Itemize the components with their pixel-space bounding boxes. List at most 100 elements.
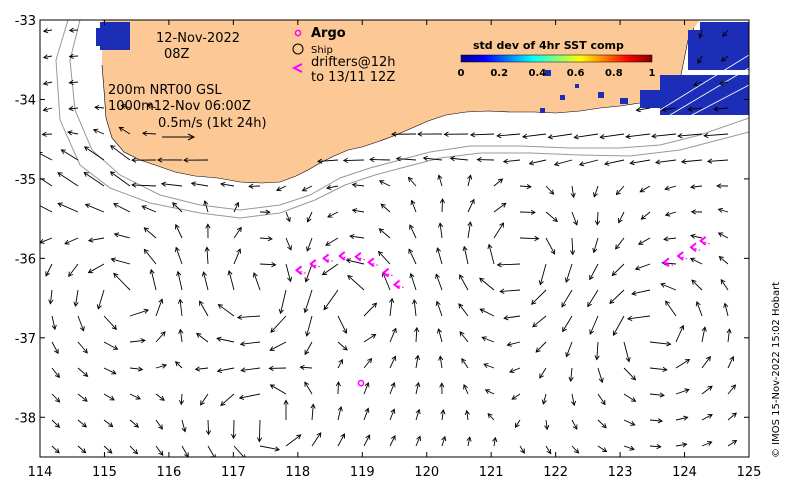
current-arrowhead (496, 262, 502, 268)
current-arrowhead (31, 201, 36, 205)
current-arrowhead (561, 302, 567, 308)
current-arrow (493, 222, 504, 239)
current-arrowhead (530, 209, 536, 215)
current-arrowhead (131, 157, 137, 163)
current-arrow (203, 271, 209, 291)
current-arrowhead (467, 174, 473, 180)
current-arrow (722, 29, 729, 37)
current-arrowhead (552, 217, 558, 223)
current-arrow (352, 209, 365, 213)
current-arrowhead (109, 171, 116, 177)
current-arrow (132, 184, 157, 187)
current-arrow (497, 133, 521, 137)
drifter-tail (700, 240, 710, 245)
current-arrow (155, 393, 165, 401)
current-arrowhead (109, 145, 116, 151)
current-arrowhead (64, 239, 70, 245)
current-arrowhead (572, 424, 578, 430)
current-arrow (441, 436, 446, 447)
current-arrow (220, 393, 235, 406)
current-arrow (485, 389, 495, 395)
current-arrowhead (722, 31, 728, 37)
drifter-tail (383, 272, 393, 277)
current-arrowhead (684, 388, 690, 394)
current-arrow (172, 202, 183, 213)
current-arrow (554, 159, 573, 166)
current-arrowhead (631, 290, 637, 296)
current-arrowhead (436, 328, 443, 334)
current-arrowhead (408, 248, 414, 254)
current-arrow (352, 184, 365, 187)
current-arrow (439, 356, 443, 369)
current-arrowhead (377, 250, 384, 257)
current-arrow (155, 331, 166, 343)
current-arrow (719, 81, 729, 85)
current-arrowhead (203, 200, 209, 206)
current-arrow (363, 358, 372, 369)
current-arrow (337, 315, 347, 334)
current-arrow (545, 185, 554, 195)
current-arrowhead (611, 270, 617, 277)
current-arrow (589, 263, 599, 280)
current-arrow (302, 185, 313, 192)
current-arrow (493, 178, 503, 187)
current-arrowhead (234, 201, 240, 208)
current-arrowhead (528, 160, 535, 166)
current-arrow (561, 289, 573, 308)
current-arrow (596, 211, 599, 225)
current-arrow (701, 441, 712, 447)
current-arrow (49, 289, 53, 304)
current-arrow (77, 367, 88, 377)
current-arrow (413, 299, 417, 317)
current-arrowhead (252, 272, 258, 278)
current-arrowhead (92, 128, 99, 134)
current-arrow (504, 315, 521, 319)
current-arrowhead (45, 271, 51, 277)
current-arrow (347, 275, 365, 291)
current-arrowhead (158, 424, 163, 430)
current-arrowhead (158, 298, 164, 304)
current-arrowhead (541, 399, 547, 405)
current-arrowhead (615, 244, 620, 250)
current-arrowhead (199, 300, 204, 306)
current-arrow (616, 185, 625, 195)
current-arrowhead (438, 355, 444, 361)
current-arrow (438, 175, 443, 187)
current-arrowhead (662, 366, 668, 372)
current-arrow (143, 249, 157, 265)
current-arrow (40, 205, 53, 213)
current-arrowhead (296, 434, 302, 440)
current-arrowhead (110, 257, 116, 263)
current-arrowhead (458, 303, 464, 309)
current-arrowhead (464, 409, 470, 416)
x-axis-ticks: 114 115 116 117 118 119 120 121 122 123 124 125 (28, 20, 761, 480)
current-arrowhead (562, 326, 567, 333)
current-arrowhead (565, 351, 571, 358)
current-arrowhead (200, 400, 205, 406)
drifter-tracks (294, 236, 710, 290)
colorbar (460, 54, 653, 63)
current-arrow (269, 341, 287, 351)
current-arrow (571, 211, 578, 226)
current-arrowhead (342, 345, 348, 351)
current-arrowhead (48, 299, 54, 305)
current-arrowhead (706, 158, 713, 164)
current-arrowhead (695, 300, 701, 307)
current-arrowhead (589, 274, 594, 281)
current-arrowhead (267, 236, 273, 242)
current-arrowhead (412, 298, 418, 305)
current-arrowhead (265, 209, 271, 215)
current-arrowhead (717, 232, 724, 238)
current-arrowhead (220, 401, 226, 407)
current-arrowhead (441, 435, 447, 442)
colorbar-ticks: 0 0.2 0.4 0.6 0.8 1 (458, 68, 656, 79)
current-arrowhead (550, 249, 556, 255)
current-arrow (337, 359, 343, 369)
current-arrow (636, 107, 651, 111)
current-arrowhead (463, 384, 468, 390)
current-arrowhead (690, 209, 696, 215)
current-arrow (389, 382, 395, 395)
current-arrowhead (509, 368, 515, 374)
x-tick-label: 114 (28, 465, 53, 480)
current-arrowhead (349, 234, 355, 240)
